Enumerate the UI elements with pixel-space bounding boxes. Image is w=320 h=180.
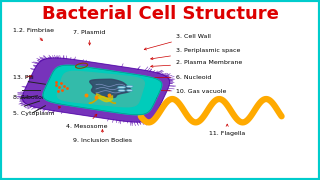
Ellipse shape: [118, 90, 125, 91]
Polygon shape: [90, 79, 131, 98]
Text: 4. Mesosome: 4. Mesosome: [66, 114, 107, 129]
Text: 2. Plasma Membrane: 2. Plasma Membrane: [151, 60, 242, 67]
Text: 3. Cell Wall: 3. Cell Wall: [144, 33, 211, 50]
Text: 13. Pili: 13. Pili: [13, 75, 33, 80]
Text: 5. Cytoplasm: 5. Cytoplasm: [13, 106, 60, 116]
Ellipse shape: [126, 89, 133, 91]
Text: 1.2. Fimbriae: 1.2. Fimbriae: [13, 28, 54, 40]
Ellipse shape: [126, 85, 133, 87]
Text: 9. Inclusion Bodies: 9. Inclusion Bodies: [73, 130, 132, 143]
Text: 8. Ribosome: 8. Ribosome: [13, 91, 52, 100]
Polygon shape: [57, 71, 144, 107]
Polygon shape: [22, 58, 170, 122]
Text: 10. Gas vacuole: 10. Gas vacuole: [144, 89, 226, 94]
Ellipse shape: [118, 86, 126, 88]
Text: 6. Nucleoid: 6. Nucleoid: [125, 75, 212, 80]
Text: 11. Flagella: 11. Flagella: [209, 124, 245, 136]
Text: Bacterial Cell Structure: Bacterial Cell Structure: [42, 5, 278, 23]
Polygon shape: [43, 65, 162, 115]
Text: 7. Plasmid: 7. Plasmid: [73, 30, 106, 45]
Text: 3. Periplasmic space: 3. Periplasmic space: [151, 48, 240, 60]
